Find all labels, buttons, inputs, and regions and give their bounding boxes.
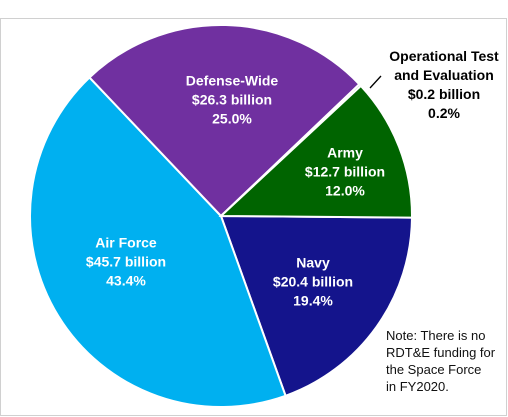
note-line: RDT&E funding for [386,345,496,360]
slice [218,84,413,219]
value-label: $0.2 billion [407,86,481,102]
frame [0,18,507,416]
value-label: $45.7 billion [85,253,167,270]
percent-label: 19.4% [293,292,333,309]
slice-label: Air Force $45.7 billion 43.4% [86,234,166,291]
category-label: Navy [296,254,330,271]
leader-line [369,75,382,89]
slice [88,24,361,218]
note-line: Note: There is no [386,328,486,343]
category-label: Defense-Wide [185,72,279,89]
percent-label: 12.0% [325,182,365,199]
value-label: $20.4 billion [272,273,354,290]
slice [219,214,414,398]
slice [29,76,287,408]
note: Note: There is no RDT&E funding for the … [386,327,495,395]
note-line: in FY2020. [386,379,449,394]
category-label: Air Force [95,234,157,251]
slice-label: Operational Test and Evaluation $0.2 bill… [382,47,507,123]
category-label: Operational Test and Evaluation [389,48,499,83]
percent-label: 43.4% [106,272,146,289]
slice-label: Defense-Wide $26.3 billion 25.0% [186,72,278,129]
percent-label: 25.0% [212,110,252,127]
note-line: the Space Force [386,362,482,377]
value-label: $12.7 billion [304,163,386,180]
slice-label: Army $12.7 billion 12.0% [305,144,385,201]
value-label: $26.3 billion [191,91,273,108]
percent-label: 0.2% [428,105,460,121]
slice-label: Navy $20.4 billion 19.4% [273,254,353,311]
category-label: Army [327,144,363,161]
